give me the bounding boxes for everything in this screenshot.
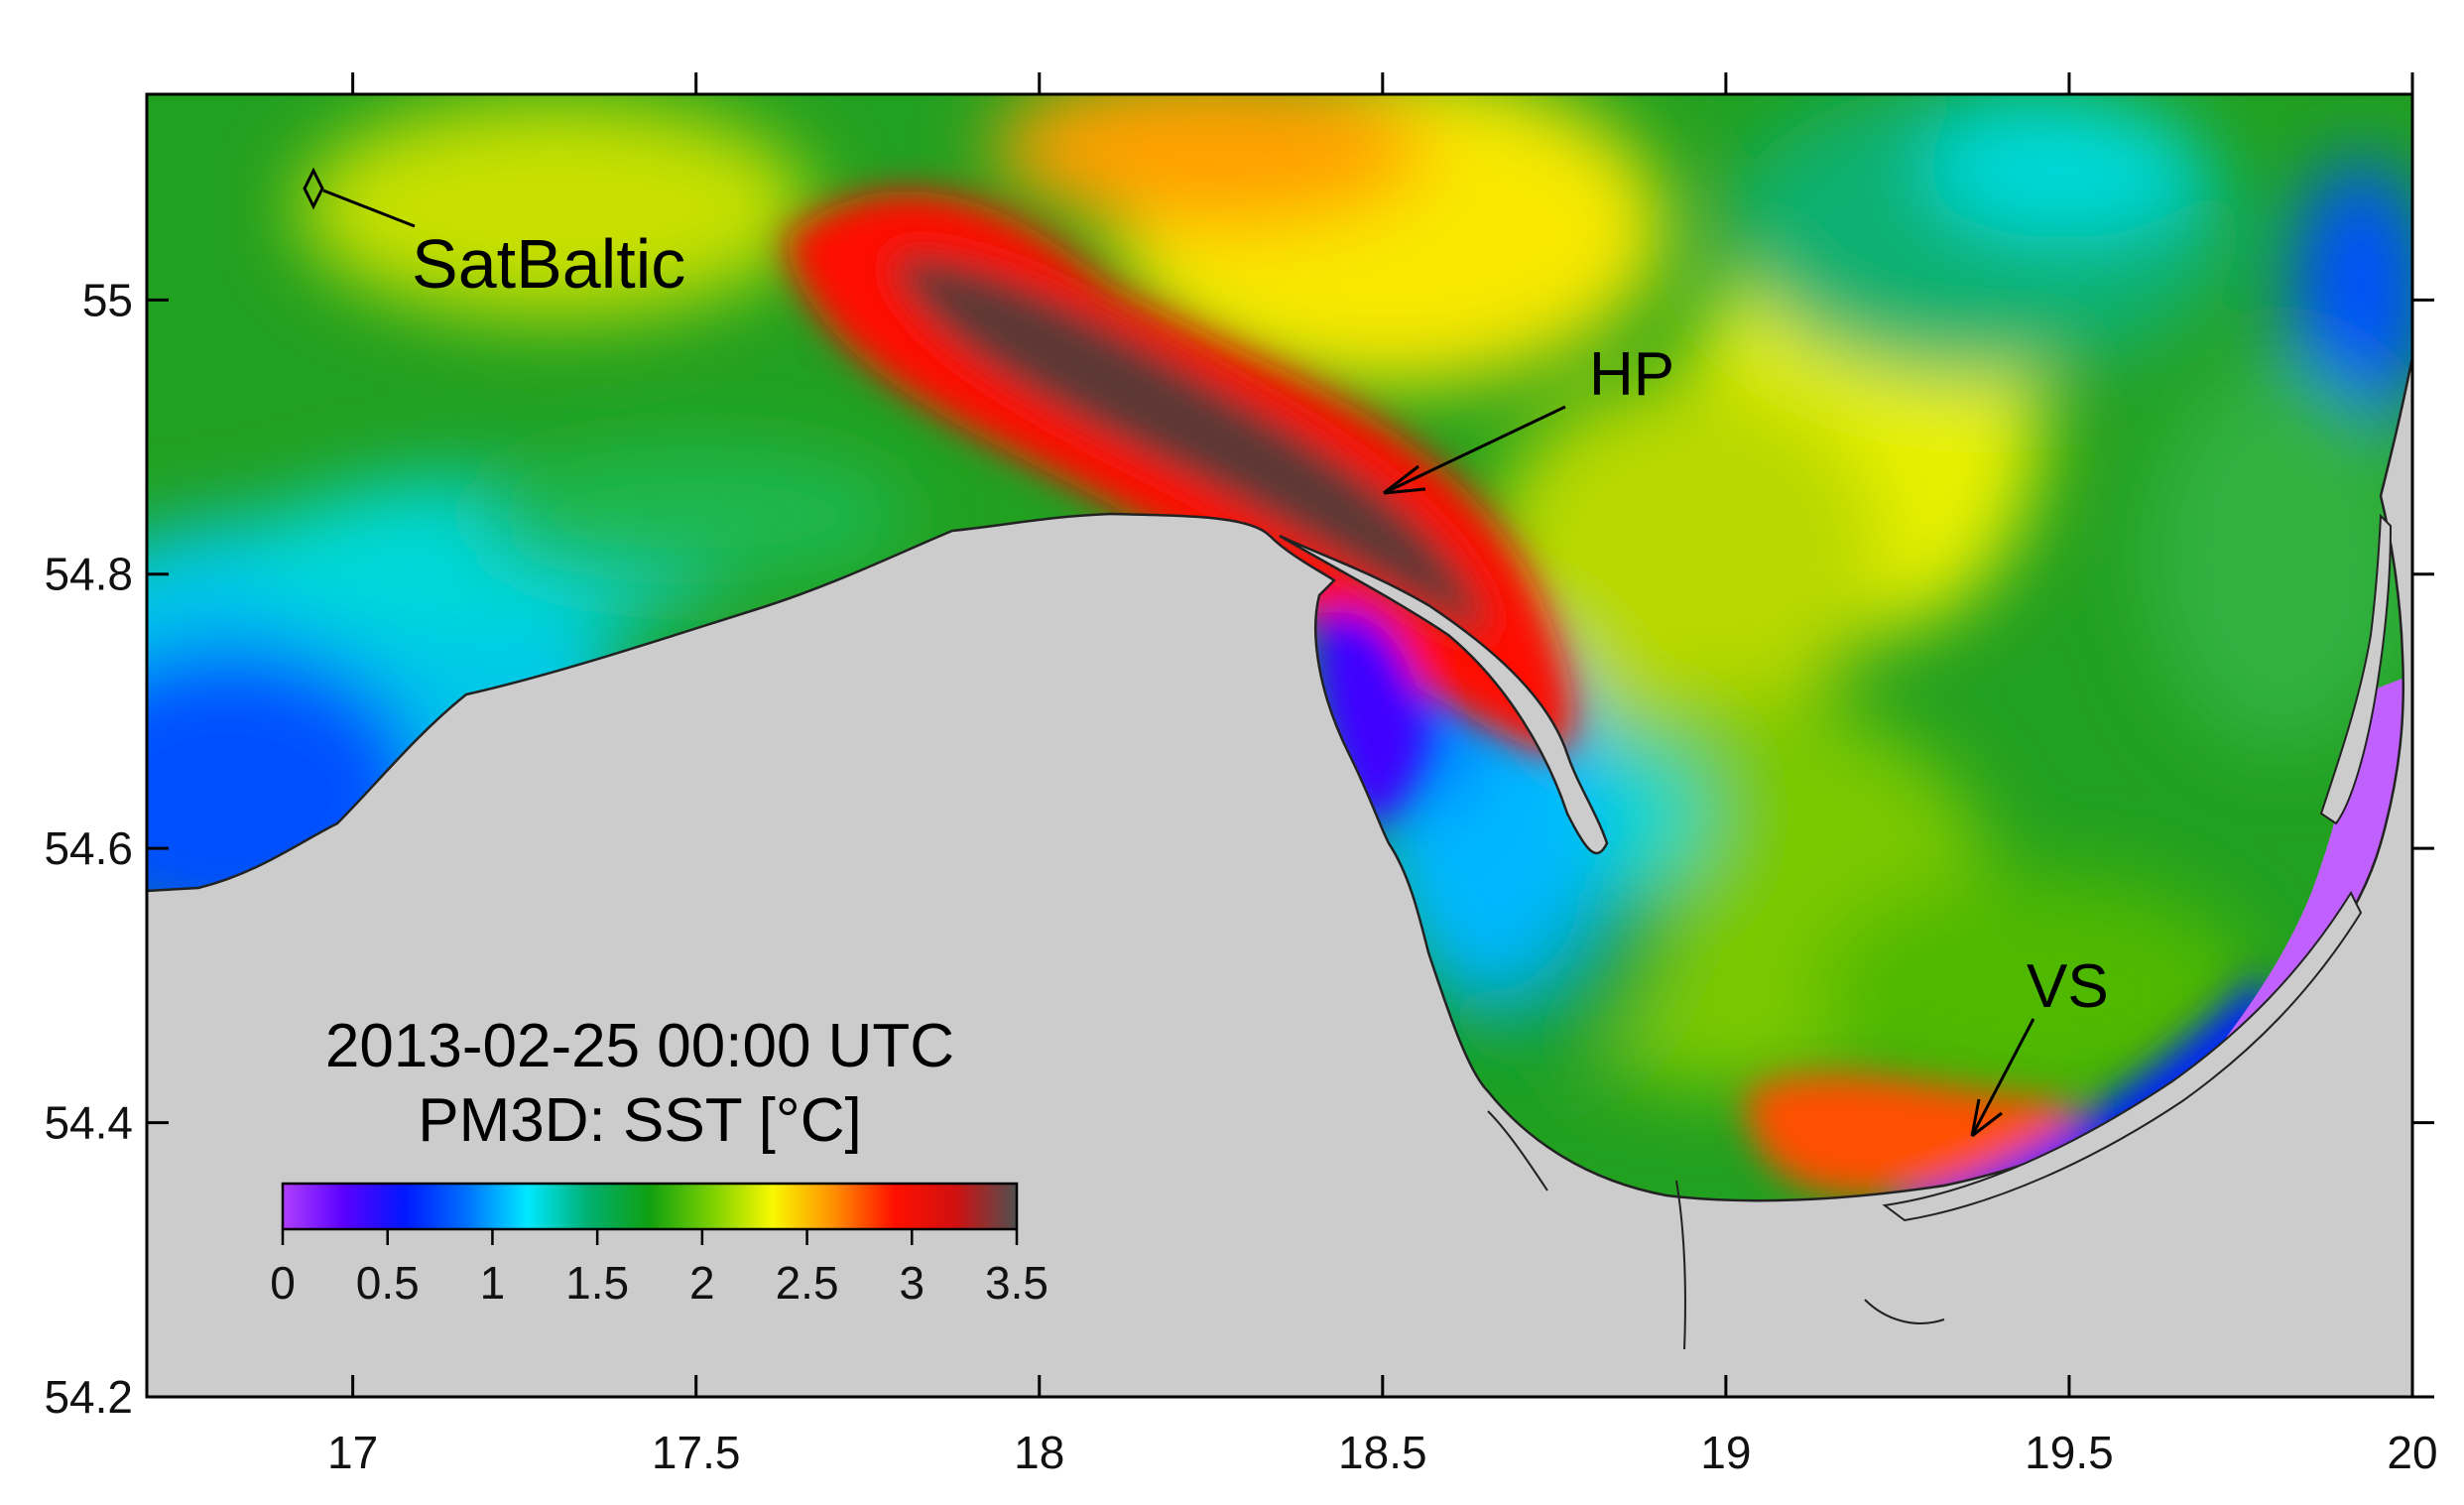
- sst-field: [147, 94, 2412, 1397]
- x-tick-label: 19.5: [2025, 1427, 2114, 1478]
- title-line-1: 2013-02-25 00:00 UTC: [325, 1012, 954, 1080]
- colorbar-ticks: 0 0.5 1 1.5 2 2.5 3 3.5: [270, 1229, 1048, 1309]
- colorbar-tick-label: 0: [270, 1257, 296, 1309]
- vs-label: VS: [2027, 952, 2109, 1021]
- x-tick-label: 17: [327, 1427, 378, 1478]
- land: [147, 356, 2412, 1397]
- title-line-2: PM3D: SST [°C]: [418, 1086, 861, 1155]
- y-tick-label: 54.4: [44, 1097, 133, 1149]
- plot-frame: [145, 92, 2414, 1399]
- x-tick-label: 20: [2387, 1427, 2437, 1478]
- vs-arrow: [1970, 1018, 2035, 1138]
- y-tick-label: 54.6: [44, 822, 133, 874]
- colorbar-tick-label: 3.5: [985, 1257, 1048, 1309]
- colorbar-tick-label: 1: [480, 1257, 506, 1309]
- x-tick-label: 18.5: [1338, 1427, 1427, 1478]
- colorbar: [281, 1182, 1019, 1231]
- y-tick-label: 55: [82, 274, 133, 325]
- x-tick-label: 18: [1014, 1427, 1064, 1478]
- colorbar-tick-label: 0.5: [356, 1257, 420, 1309]
- satbaltic-marker: [303, 167, 416, 228]
- colorbar-tick-label: 2.5: [776, 1257, 839, 1309]
- y-tick-label: 54.2: [44, 1371, 133, 1423]
- x-tick-label: 19: [1700, 1427, 1751, 1478]
- x-tick-label: 17.5: [652, 1427, 741, 1478]
- colorbar-tick-label: 2: [689, 1257, 715, 1309]
- y-axis: 54.2 54.4 54.6 54.8 55: [44, 274, 2434, 1423]
- colorbar-tick-label: 3: [899, 1257, 924, 1309]
- x-axis: 17 17.5 18 18.5 19 19.5 20: [327, 72, 2438, 1478]
- colorbar-tick-label: 1.5: [565, 1257, 629, 1309]
- hp-arrow: [1383, 405, 1566, 495]
- y-tick-label: 54.8: [44, 549, 133, 600]
- satbaltic-label: SatBaltic: [412, 225, 685, 303]
- hp-label: HP: [1589, 340, 1674, 409]
